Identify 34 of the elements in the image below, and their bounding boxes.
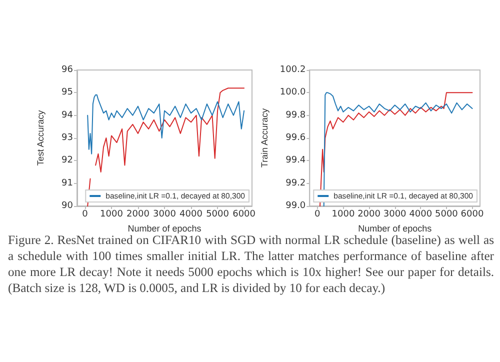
x-tick-label: 5000 — [434, 210, 458, 220]
y-tick-label: 94 — [62, 110, 74, 120]
x-tick-label: 2000 — [358, 210, 381, 220]
line-series — [87, 94, 245, 154]
y-tick-label: 99.0 — [286, 201, 306, 211]
x-tick-label: 4000 — [409, 210, 432, 220]
x-tick-label: 1000 — [100, 210, 124, 220]
y-tick-label: 99.4 — [286, 156, 306, 166]
y-tick-label: 91 — [62, 178, 73, 188]
caption: Figure 2. ResNet trained on CIFAR10 with SGD with normal LR schedule (baseline) as well as a schedule with 100 times smaller initial LR. The latter matches performance of baseline after one more LR decay! Note it needs 5000 epochs which is 10x higher! See our paper for details. (Batch size is 128, WD is 0.0005, and LR is divided by 10 for each decay.) — [8, 233, 494, 296]
x-axis-title: Number of epochs — [358, 223, 432, 234]
x-tick-label: 3000 — [383, 210, 407, 220]
y-tick-label: 100.0 — [280, 88, 306, 98]
x-tick-label: 6000 — [460, 210, 484, 220]
x-tick-label: 5000 — [206, 210, 230, 220]
x-axis-title: Number of epochs — [128, 223, 202, 234]
y-tick-label: 92 — [62, 156, 73, 166]
x-tick-label: 3000 — [153, 210, 176, 220]
y-tick-label: 93 — [62, 133, 73, 143]
x-tick-label: 6000 — [232, 210, 256, 220]
y-tick-label: 90 — [62, 201, 74, 211]
y-tick-label: 100.2 — [280, 65, 306, 75]
x-tick-label: 4000 — [180, 210, 203, 220]
y-tick-label: 96 — [62, 65, 74, 75]
y-axis-title: Train Accuracy — [260, 108, 270, 168]
y-tick-label: 99.8 — [286, 110, 306, 120]
y-tick-label: 99.2 — [286, 178, 306, 188]
y-tick-label: 95 — [62, 88, 73, 98]
y-tick-label: 99.6 — [286, 133, 306, 143]
x-tick-label: 2000 — [126, 210, 150, 220]
x-tick-label: 0 — [314, 210, 321, 220]
y-axis-title: Test Accuracy — [36, 110, 46, 166]
x-tick-label: 0 — [82, 210, 88, 220]
x-tick-label: 1000 — [332, 210, 355, 220]
